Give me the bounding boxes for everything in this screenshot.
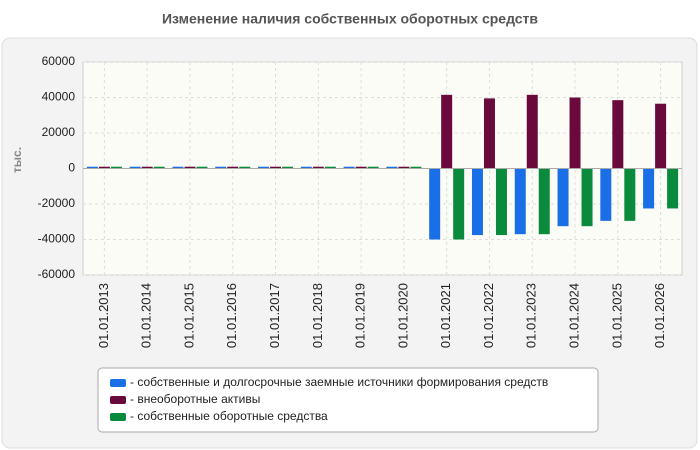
x-tick-label: 01.01.2020 — [395, 283, 410, 348]
y-tick-label: 40000 — [42, 90, 76, 104]
legend-swatch — [110, 413, 126, 421]
x-tick-label: 01.01.2015 — [181, 283, 196, 348]
bar — [483, 98, 495, 169]
bar — [153, 166, 165, 169]
y-tick-label: -40000 — [38, 232, 76, 246]
bar — [98, 166, 110, 169]
x-tick-label: 01.01.2024 — [566, 283, 581, 348]
bar — [386, 166, 398, 169]
bar — [410, 166, 422, 169]
x-tick-label: 01.01.2023 — [524, 283, 539, 348]
chart-title: Изменение наличия собственных оборотных … — [162, 11, 538, 27]
bar — [129, 166, 141, 169]
x-tick-label: 01.01.2018 — [310, 283, 325, 348]
bar — [86, 166, 98, 169]
bar — [172, 166, 184, 169]
bar — [526, 94, 538, 169]
y-tick-label: -60000 — [38, 267, 76, 281]
y-tick-label: 0 — [68, 161, 75, 175]
bar — [655, 103, 667, 169]
x-tick-label: 01.01.2014 — [139, 283, 154, 348]
bar — [453, 168, 465, 240]
bar — [141, 166, 153, 169]
x-tick-label: 01.01.2025 — [609, 283, 624, 348]
y-axis-label: тыс. — [10, 147, 24, 173]
bar — [324, 166, 336, 169]
bar — [569, 97, 581, 169]
bar — [258, 166, 270, 169]
legend-swatch — [110, 379, 126, 387]
bar — [581, 168, 593, 227]
x-tick-label: 01.01.2026 — [652, 283, 667, 348]
bar — [643, 168, 655, 209]
bar — [270, 166, 282, 169]
bar — [600, 168, 612, 221]
bar — [215, 166, 227, 169]
x-tick-label: 01.01.2021 — [438, 283, 453, 348]
bar — [624, 168, 636, 221]
legend-swatch — [110, 396, 126, 404]
y-tick-label: 20000 — [42, 125, 76, 139]
legend-label: - внеоборотные активы — [130, 392, 260, 406]
bar — [227, 166, 239, 169]
bar — [343, 166, 355, 169]
bar — [667, 168, 679, 209]
x-tick-label: 01.01.2017 — [267, 283, 282, 348]
x-tick-label: 01.01.2013 — [96, 283, 111, 348]
bar — [538, 168, 550, 235]
bar — [300, 166, 312, 169]
bar — [429, 168, 441, 240]
bar — [441, 94, 453, 169]
x-tick-label: 01.01.2022 — [481, 283, 496, 348]
bar — [495, 168, 507, 236]
bar — [355, 166, 367, 169]
bar — [239, 166, 251, 169]
bar — [398, 166, 410, 169]
bar — [110, 166, 122, 169]
bar — [514, 168, 526, 235]
bar — [471, 168, 483, 236]
legend-label: - собственные и долгосрочные заемные ист… — [130, 375, 548, 389]
bar — [557, 168, 569, 227]
x-tick-label: 01.01.2019 — [353, 283, 368, 348]
bar — [367, 166, 379, 169]
bar — [196, 166, 208, 169]
x-tick-label: 01.01.2016 — [224, 283, 239, 348]
bar — [612, 100, 624, 169]
bar — [184, 166, 196, 169]
bar — [312, 166, 324, 169]
legend-label: - собственные оборотные средства — [130, 409, 328, 423]
y-tick-label: 60000 — [42, 54, 76, 68]
legend — [97, 367, 599, 433]
y-tick-label: -20000 — [38, 196, 76, 210]
bar — [282, 166, 294, 169]
